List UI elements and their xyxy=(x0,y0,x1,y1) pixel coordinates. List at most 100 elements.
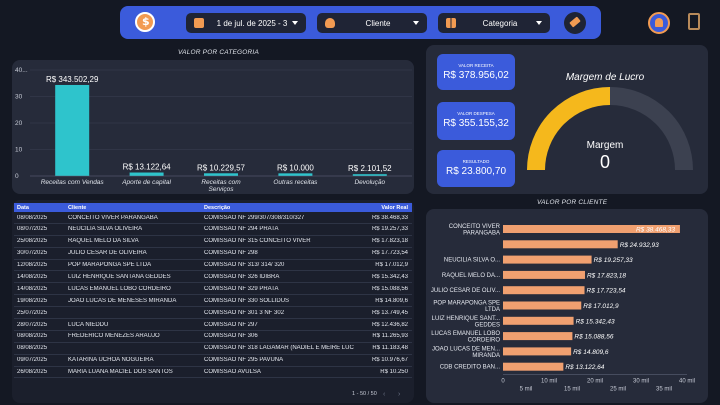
document-icon[interactable] xyxy=(688,13,700,30)
header-date[interactable]: Data xyxy=(17,204,29,211)
table-row[interactable]: 08/08/2025 FREDERICO MENEZES ARAUJO COMISS… xyxy=(14,331,412,343)
cell-description: COMISSAO NF 295 PAVUNA xyxy=(204,357,284,364)
table-row[interactable]: 14/08/2025 LUIZ HENRIQUE SANTANA GEDDES CO… xyxy=(14,271,412,284)
data-label: R$ 10.000 xyxy=(277,163,314,172)
data-label: R$ 14.809,6 xyxy=(573,349,609,356)
table-row[interactable]: 09/07/2025 KATARINA UCHOA NOGUEIRA COMISSA… xyxy=(14,355,412,367)
data-label: R$ 17.823,18 xyxy=(587,272,626,279)
category-label-line: CONCEITO VIVER xyxy=(449,224,501,230)
bar[interactable] xyxy=(503,316,574,325)
x-tick-label: 0 xyxy=(501,379,505,385)
gauge-label: Margem xyxy=(586,140,624,151)
table-row[interactable]: 25/07/2025 COMISSAO NF 301 3 NF 302 R$ 13.… xyxy=(14,307,412,320)
category-filter[interactable]: Categoria xyxy=(438,13,550,33)
kpi-card-revenue: VALOR RECEITA R$ 378.956,02 xyxy=(437,54,515,90)
cell-client: FREDERICO MENEZES ARAUJO xyxy=(68,333,160,340)
cell-description: COMISSAO NF 326 IDIBRA xyxy=(204,273,280,280)
bar[interactable] xyxy=(503,362,564,371)
filter-toolbar: 1 de jul. de 2025 - 3 Cliente Categoria xyxy=(120,6,601,39)
cell-value: R$ 11.183,48 xyxy=(372,345,408,352)
category-label: Receitas com Vendas xyxy=(41,179,105,186)
bar[interactable] xyxy=(278,173,313,176)
table-row[interactable]: 25/08/2025 RAQUEL MELO DA SILVA COMISSAO N… xyxy=(14,236,412,248)
table-row[interactable]: 08/08/2025 CONCEITO VIVER PARANGABA COMISS… xyxy=(14,212,412,224)
cell-client: LUIZ HENRIQUE SANTANA GEDDES xyxy=(68,273,171,280)
table-body: 08/08/2025 CONCEITO VIVER PARANGABA COMISS… xyxy=(14,212,412,379)
table-row[interactable]: 28/07/2025 LUCA NIEDDU COMISSAO NF 297 R$ 1… xyxy=(14,319,412,331)
bar[interactable] xyxy=(129,172,164,176)
category-label: Outras receitas xyxy=(273,179,318,186)
kpi-value: R$ 378.956,02 xyxy=(443,70,509,81)
category-label: NEUCILIA SILVA O... xyxy=(444,258,500,264)
table-header: Data Cliente Descrição Valor Real xyxy=(14,203,412,212)
pagination-label: 1 - 50 / 50 xyxy=(352,391,377,397)
kpi-label: VALOR RECEITA xyxy=(458,63,494,68)
data-label: R$ 2.101,52 xyxy=(348,164,392,173)
cell-date: 28/07/2025 xyxy=(17,321,48,328)
table-row[interactable]: 08/08/2025 COMISSAO NF 318 LAGAMAR (NADIE… xyxy=(14,343,412,355)
category-label-line: MIRANDA xyxy=(472,353,500,359)
category-label: Devolução xyxy=(354,179,385,186)
date-range-picker[interactable]: 1 de jul. de 2025 - 3 xyxy=(186,13,306,33)
table-row[interactable]: 12/08/2025 POP MARAPONGA SPE LTDA COMISSAO… xyxy=(14,260,412,272)
cell-client: LUCA NIEDDU xyxy=(68,321,109,328)
bar[interactable] xyxy=(503,255,592,264)
clear-filters-button[interactable] xyxy=(564,12,586,34)
cell-client: KATARINA UCHOA NOGUEIRA xyxy=(68,357,154,364)
cell-value: R$ 13.749,45 xyxy=(371,309,408,316)
category-label: CDB CREDITO BAN... xyxy=(440,365,501,371)
cell-date: 08/08/2025 xyxy=(17,214,48,221)
money-icon xyxy=(135,12,155,32)
margin-gauge xyxy=(527,87,693,171)
cell-value: R$ 17.012,9 xyxy=(375,262,408,269)
header-client[interactable]: Cliente xyxy=(68,204,87,211)
prev-page-icon[interactable]: ‹ xyxy=(383,391,386,398)
client-filter[interactable]: Cliente xyxy=(317,13,427,33)
cell-description: COMISSAO NF 299/307/308/310/327 xyxy=(204,214,305,221)
chevron-down-icon xyxy=(536,21,542,25)
bar[interactable] xyxy=(503,332,573,341)
table-row[interactable]: 14/08/2025 LUCAS EMANUEL LOBO CORDEIRO COM… xyxy=(14,283,412,296)
category-label-line: PARANGABA xyxy=(463,231,500,237)
cell-description: COMISSAO NF 315 CONCEITO VIVER xyxy=(204,238,311,245)
cell-date: 08/08/2025 xyxy=(17,345,48,352)
table-row[interactable]: 30/07/2025 JULIO CESAR DE OLIVEIRA COMISSA… xyxy=(14,248,412,260)
bar[interactable] xyxy=(503,301,582,310)
category-label-line: LTDA xyxy=(485,307,500,313)
grid-icon xyxy=(446,18,456,28)
category-label: Aporte de capital xyxy=(121,179,171,186)
bar[interactable] xyxy=(503,286,585,295)
data-label: R$ 17.723,54 xyxy=(587,288,626,295)
cell-client: RAQUEL MELO DA SILVA xyxy=(68,238,139,245)
bar[interactable] xyxy=(503,225,680,233)
header-description[interactable]: Descrição xyxy=(204,204,231,211)
bell-icon[interactable] xyxy=(648,12,670,34)
gauge-value: 0 xyxy=(599,152,610,172)
table-row[interactable]: 08/07/2025 NEUCILIA SILVA OLIVEIRA COMISSA… xyxy=(14,224,412,236)
cell-client: JOAO LUCAS DE MENESES MIRANDA xyxy=(68,297,177,304)
kpi-label: VALOR DESPESA xyxy=(457,111,495,116)
bar[interactable] xyxy=(503,270,585,279)
bar[interactable] xyxy=(204,173,238,176)
bar[interactable] xyxy=(55,84,90,176)
data-label: R$ 38.468,33 xyxy=(636,227,675,234)
cell-description: COMISSAO NF 298 xyxy=(204,250,258,257)
cell-date: 09/07/2025 xyxy=(17,357,48,364)
cell-description: COMISSAO AVULSA xyxy=(204,369,261,376)
category-label: LUIZ HENRIQUE SANT... GEDDES xyxy=(432,316,501,329)
table-row[interactable]: 26/08/2025 MARIA LUANA MACIEL DOS SANTOS C… xyxy=(14,367,412,379)
data-label: R$ 17.012,9 xyxy=(583,303,619,310)
category-label-line: LUCAS EMANUEL LOBO xyxy=(431,331,500,337)
header-value[interactable]: Valor Real xyxy=(381,204,408,211)
bar[interactable] xyxy=(503,347,572,356)
data-label: R$ 24.932,93 xyxy=(620,242,659,249)
bar[interactable] xyxy=(503,240,618,249)
data-label: R$ 13.122,64 xyxy=(123,163,172,172)
bar[interactable] xyxy=(352,174,387,176)
table-row[interactable]: 19/08/2025 JOAO LUCAS DE MENESES MIRANDA C… xyxy=(14,295,412,308)
cell-description: COMISSAO NF 294 PRATA xyxy=(204,226,279,233)
next-page-icon[interactable]: › xyxy=(398,391,401,398)
cell-client: MARIA LUANA MACIEL DOS SANTOS xyxy=(68,369,173,376)
cell-description: COMISSAO NF 297 xyxy=(204,321,258,328)
cell-value: R$ 10.976,67 xyxy=(371,357,408,364)
